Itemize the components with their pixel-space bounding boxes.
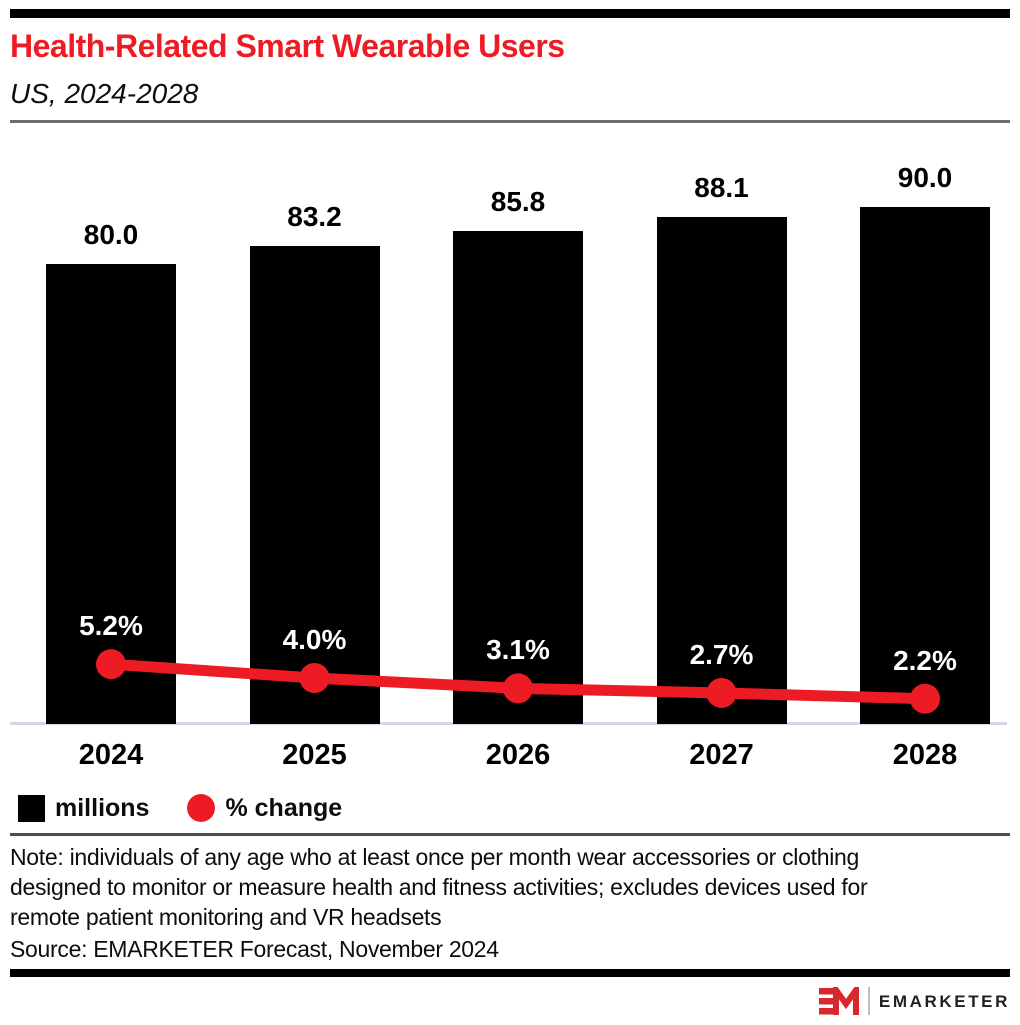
bar-2026 (453, 230, 583, 724)
bar-2024 (46, 264, 176, 724)
chart-note: Note: individuals of any age who at leas… (10, 842, 1010, 932)
bar-value-label: 80.0 (83, 219, 139, 250)
pct-change-label: 4.0% (282, 624, 347, 655)
legend-label: % change (225, 793, 343, 822)
note-line: Note: individuals of any age who at leas… (10, 844, 859, 870)
note-line: remote patient monitoring and VR headset… (10, 904, 442, 930)
chart-page: Health-Related Smart Wearable Users US, … (0, 9, 1020, 1025)
bottom-black-strip (10, 969, 1010, 977)
footer-brand-text: EMARKETER (878, 992, 1010, 1011)
emarketer-logo-icon (818, 987, 859, 1015)
plot-area: 80.0 5.2% 83.2 4.0% 85.8 3.1% 88.1 2.7% 90.0 2.2% (10, 149, 1010, 725)
chart-legend: millions % change (18, 794, 1010, 822)
bar-value-label: 88.1 (694, 172, 749, 204)
pct-change-label: 2.2% (893, 644, 957, 676)
pct-change-label: 2.7% (689, 638, 754, 670)
top-black-strip (10, 9, 1010, 18)
bar-value-label: 85.8 (490, 185, 546, 217)
x-axis-label-2025: 2025 (282, 739, 347, 771)
x-axis-label-2028: 2028 (892, 739, 958, 771)
bar-2027 (656, 217, 787, 724)
x-axis-label-2024: 2024 (78, 739, 144, 771)
page-subtitle: US, 2024-2028 (10, 78, 199, 109)
source-line: Source: EMARKETER Forecast, November 202… (10, 936, 499, 962)
footer-logo-divider (867, 987, 870, 1015)
pct-change-label: 5.2% (79, 610, 143, 642)
bar-2025 (249, 245, 380, 724)
header-divider (10, 120, 1010, 123)
note-line: designed to monitor or measure health an… (10, 874, 868, 900)
chart: 80.0 5.2% 83.2 4.0% 85.8 3.1% 88.1 2.7% 90.0 2.2%… (10, 149, 1010, 774)
x-axis-label-2027: 2027 (689, 739, 754, 771)
legend-square-swatch-icon (18, 794, 45, 822)
bar-value-label: 90.0 (897, 161, 953, 193)
bar-2028 (860, 206, 990, 724)
page-title: Health-Related Smart Wearable Users (10, 28, 565, 64)
x-axis-label-2026: 2026 (485, 739, 551, 771)
legend-item-pct-change: % change (187, 794, 342, 823)
pct-change-label: 3.1% (486, 634, 550, 666)
legend-item-millions: millions (18, 794, 149, 823)
bar-value-label: 83.2 (287, 200, 342, 232)
legend-label: millions (55, 793, 150, 822)
note-divider (10, 833, 1010, 836)
footer: EMARKETER (0, 987, 1010, 1015)
legend-circle-swatch-icon (187, 794, 216, 822)
